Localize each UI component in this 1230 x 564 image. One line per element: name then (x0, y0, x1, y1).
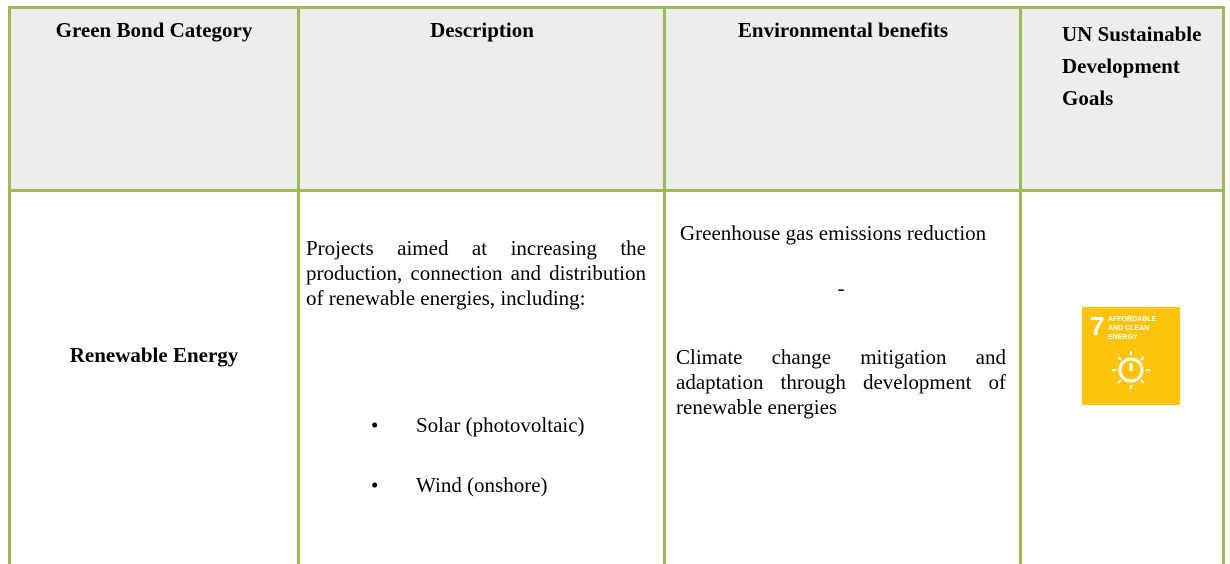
sdg-icon: 7 AFFORDABLE AND CLEAN ENERGY (1082, 307, 1180, 405)
border (663, 6, 666, 564)
sdg-sun (1112, 351, 1150, 389)
border (8, 6, 11, 564)
header-background (8, 8, 1225, 190)
header-cell: UN Sustainable Development Goals (1062, 22, 1202, 110)
header-cell: Environmental benefits (737, 18, 949, 42)
description: Projects aimed at increasing the product… (306, 236, 646, 310)
benefit: Greenhouse gas emissions reduction (680, 221, 987, 245)
benefit: - (837, 276, 845, 300)
border (8, 189, 1225, 192)
border (297, 6, 300, 564)
sdg-number: 7 (1090, 311, 1105, 341)
sdg-label: AFFORDABLE AND CLEAN ENERGY (1108, 316, 1157, 341)
border (1222, 6, 1225, 564)
bullet: Wind (onshore) (371, 473, 547, 498)
header-cell: Green Bond Category (55, 18, 253, 42)
border (8, 6, 1225, 9)
border (1019, 6, 1022, 564)
bullet: Solar (photovoltaic) (371, 413, 584, 438)
header-cell: Description (430, 18, 534, 42)
category: Renewable Energy (69, 343, 239, 367)
benefit: Climate change mitigation and adaptation… (676, 345, 1006, 419)
